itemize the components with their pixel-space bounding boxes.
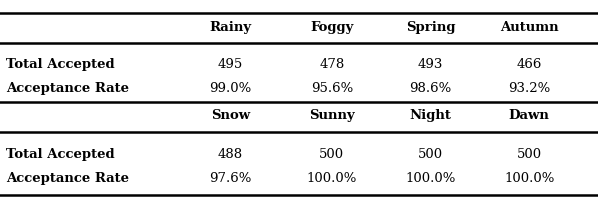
Text: 100.0%: 100.0%	[504, 172, 554, 185]
Text: 99.0%: 99.0%	[209, 82, 251, 95]
Text: Acceptance Rate: Acceptance Rate	[6, 172, 129, 185]
Text: 500: 500	[418, 147, 443, 161]
Text: Sunny: Sunny	[309, 109, 355, 122]
Text: 500: 500	[517, 147, 542, 161]
Text: Foggy: Foggy	[310, 21, 353, 34]
Text: Snow: Snow	[210, 109, 250, 122]
Text: 100.0%: 100.0%	[307, 172, 357, 185]
Text: Autumn: Autumn	[500, 21, 559, 34]
Text: 493: 493	[418, 58, 443, 71]
Text: 95.6%: 95.6%	[311, 82, 353, 95]
Text: 478: 478	[319, 58, 344, 71]
Text: Acceptance Rate: Acceptance Rate	[6, 82, 129, 95]
Text: Night: Night	[410, 109, 451, 122]
Text: 500: 500	[319, 147, 344, 161]
Text: 93.2%: 93.2%	[508, 82, 550, 95]
Text: Rainy: Rainy	[209, 21, 251, 34]
Text: 495: 495	[218, 58, 243, 71]
Text: Total Accepted: Total Accepted	[6, 58, 115, 71]
Text: Total Accepted: Total Accepted	[6, 147, 115, 161]
Text: Spring: Spring	[406, 21, 455, 34]
Text: 488: 488	[218, 147, 243, 161]
Text: 98.6%: 98.6%	[410, 82, 451, 95]
Text: Dawn: Dawn	[509, 109, 550, 122]
Text: 466: 466	[517, 58, 542, 71]
Text: 100.0%: 100.0%	[405, 172, 456, 185]
Text: 97.6%: 97.6%	[209, 172, 251, 185]
